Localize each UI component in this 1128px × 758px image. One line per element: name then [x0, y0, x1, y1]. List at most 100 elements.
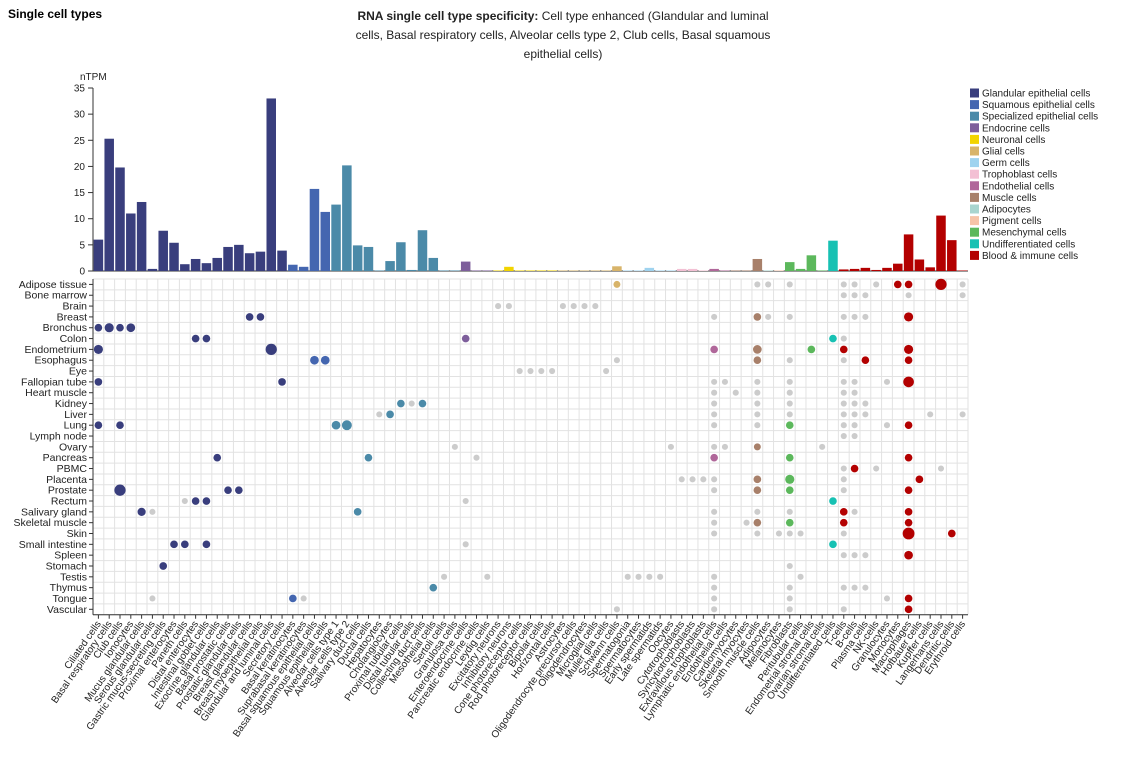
legend-swatch [970, 169, 979, 179]
bar [406, 269, 417, 271]
legend-label: Glandular epithelial cells [982, 89, 1090, 100]
bar [741, 270, 752, 271]
row-label: Bronchus [43, 322, 87, 334]
bar [417, 230, 428, 271]
bar [730, 270, 741, 271]
bar [504, 266, 514, 271]
legend-swatch [970, 227, 979, 237]
legend-swatch [970, 88, 979, 98]
dot [721, 378, 728, 385]
enhanced-dot [320, 355, 330, 365]
dot [538, 368, 545, 375]
enhanced-dot [310, 355, 319, 365]
row-label: Colon [60, 333, 88, 345]
dot [711, 443, 718, 450]
enhanced-dot [202, 540, 211, 549]
dot [505, 303, 512, 310]
dot [851, 422, 858, 429]
legend-label: Squamous epithelial cells [982, 100, 1095, 111]
dot [786, 378, 793, 385]
row-label: Lymph node [30, 431, 88, 443]
dot [851, 292, 858, 299]
bar [568, 270, 579, 271]
dot [711, 411, 718, 418]
bar [806, 255, 817, 271]
dot [711, 573, 718, 580]
dot [883, 422, 891, 429]
bar [849, 268, 860, 271]
dot [711, 487, 718, 494]
enhanced-dot [191, 497, 200, 505]
enhanced-dot [364, 453, 373, 462]
dot [786, 562, 793, 570]
bar [396, 242, 406, 271]
dot [181, 497, 188, 505]
dot [862, 552, 869, 559]
dot [840, 313, 847, 320]
bar [180, 264, 190, 271]
enhanced-dot [224, 486, 232, 495]
dot [711, 422, 718, 429]
enhanced-dot [829, 497, 837, 505]
dot [786, 606, 793, 613]
enhanced-dot [903, 376, 914, 388]
enhanced-dot [137, 507, 146, 516]
row-label: Fallopian tube [21, 376, 87, 388]
dot [754, 378, 761, 385]
row-label: Adipose tissue [19, 279, 87, 291]
bar [331, 204, 341, 271]
enhanced-dot [785, 421, 794, 430]
chart-title-bold: RNA single cell type specificity: [357, 9, 539, 23]
dot [711, 313, 718, 320]
enhanced-dot [904, 518, 913, 527]
bar [428, 257, 439, 271]
enhanced-dot [861, 356, 870, 365]
bar [288, 264, 298, 271]
row-label: Skin [67, 528, 88, 540]
dot [959, 281, 966, 288]
dot [700, 476, 707, 483]
dot [786, 508, 793, 515]
bar [860, 267, 871, 271]
row-label: Breast [57, 311, 87, 323]
dot [840, 487, 847, 494]
dot [613, 606, 620, 613]
legend-label: Blood & immune cells [982, 251, 1078, 262]
enhanced-dot [904, 280, 913, 289]
bar [244, 253, 255, 271]
bar [795, 268, 806, 271]
dot [559, 303, 566, 310]
bar [374, 270, 385, 271]
enhanced-dot [159, 562, 168, 570]
legend-swatch [970, 100, 979, 110]
dot [754, 508, 761, 515]
bar [158, 230, 168, 271]
bar [255, 251, 266, 271]
dot [840, 400, 847, 407]
y-tick-label: 15 [74, 188, 86, 199]
dot [959, 411, 966, 418]
enhanced-dot [785, 453, 794, 462]
dot [786, 389, 793, 396]
dot [786, 313, 793, 320]
y-axis-label: nTPM [80, 72, 107, 83]
enhanced-dot [104, 323, 114, 333]
legend-swatch [970, 192, 979, 202]
row-label: Tongue [53, 593, 88, 605]
enhanced-dot [829, 540, 837, 549]
legend-label: Glial cells [982, 147, 1025, 158]
dot [862, 313, 869, 320]
legend-swatch [970, 204, 979, 214]
enhanced-dot [116, 421, 124, 430]
dot [786, 595, 793, 602]
dot [484, 573, 491, 580]
enhanced-dot [839, 518, 848, 527]
dot [797, 573, 804, 580]
bar [115, 167, 125, 271]
enhanced-dot [785, 474, 795, 484]
dot [937, 465, 945, 472]
bar [547, 270, 557, 271]
dot [657, 573, 664, 580]
dot [851, 508, 858, 515]
bar [460, 261, 471, 271]
